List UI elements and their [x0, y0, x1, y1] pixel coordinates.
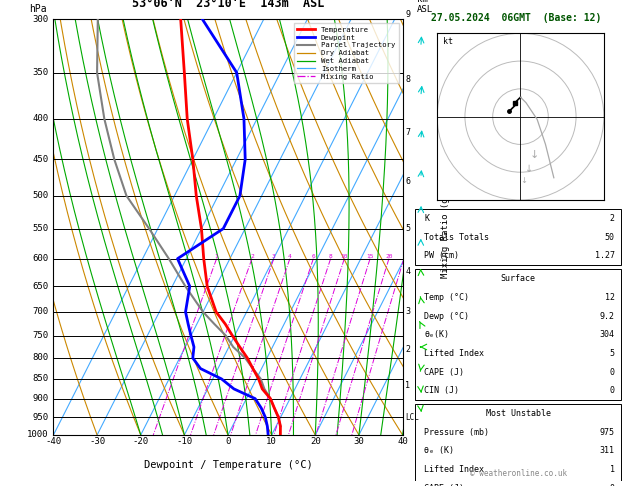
Text: Temp (°C): Temp (°C) [424, 293, 469, 302]
Text: 650: 650 [32, 282, 48, 291]
Text: 40: 40 [397, 437, 408, 446]
Text: 400: 400 [32, 114, 48, 123]
Text: θₑ (K): θₑ (K) [424, 447, 454, 455]
Text: θₑ(K): θₑ(K) [424, 330, 449, 339]
Text: 550: 550 [32, 224, 48, 233]
Bar [415, 209, 621, 265]
Text: 800: 800 [32, 353, 48, 363]
Text: 0: 0 [610, 386, 615, 395]
Text: 20: 20 [310, 437, 321, 446]
Text: 8: 8 [329, 254, 333, 259]
Text: K: K [424, 214, 429, 223]
Text: 1.27: 1.27 [594, 251, 615, 260]
Text: 600: 600 [32, 254, 48, 263]
Text: 950: 950 [32, 413, 48, 422]
Text: 3: 3 [272, 254, 276, 259]
Text: 9.2: 9.2 [599, 312, 615, 321]
Text: PW (cm): PW (cm) [424, 251, 459, 260]
Text: 350: 350 [32, 68, 48, 77]
Text: 53°06'N  23°10'E  143m  ASL: 53°06'N 23°10'E 143m ASL [132, 0, 324, 10]
Text: Surface: Surface [501, 274, 536, 283]
Text: 1000: 1000 [26, 431, 48, 439]
Text: 1: 1 [405, 381, 410, 390]
Text: 2: 2 [405, 345, 410, 354]
Text: -10: -10 [176, 437, 192, 446]
Text: CIN (J): CIN (J) [424, 386, 459, 395]
Text: 6: 6 [405, 177, 410, 186]
Text: -40: -40 [45, 437, 62, 446]
Text: Pressure (mb): Pressure (mb) [424, 428, 489, 437]
Text: 2: 2 [250, 254, 253, 259]
Text: Dewp (°C): Dewp (°C) [424, 312, 469, 321]
Text: 10: 10 [266, 437, 277, 446]
Text: ↓: ↓ [530, 150, 539, 160]
Text: 0: 0 [225, 437, 231, 446]
Text: -30: -30 [89, 437, 105, 446]
Text: 4: 4 [405, 267, 410, 276]
Text: CAPE (J): CAPE (J) [424, 367, 464, 377]
Text: 9: 9 [405, 10, 410, 19]
Text: 27.05.2024  06GMT  (Base: 12): 27.05.2024 06GMT (Base: 12) [431, 13, 601, 23]
Text: 850: 850 [32, 374, 48, 383]
Text: 12: 12 [604, 293, 615, 302]
Text: Lifted Index: Lifted Index [424, 465, 484, 474]
Legend: Temperature, Dewpoint, Parcel Trajectory, Dry Adiabat, Wet Adiabat, Isotherm, Mi: Temperature, Dewpoint, Parcel Trajectory… [294, 23, 399, 84]
Text: 8: 8 [405, 75, 410, 84]
Text: 5: 5 [610, 349, 615, 358]
Text: CAPE (J): CAPE (J) [424, 484, 464, 486]
Text: Totals Totals: Totals Totals [424, 233, 489, 242]
Text: 10: 10 [340, 254, 348, 259]
Text: Mixing Ratio (g/kg): Mixing Ratio (g/kg) [441, 176, 450, 278]
Text: Most Unstable: Most Unstable [486, 409, 551, 418]
Text: hPa: hPa [29, 4, 47, 15]
Text: -20: -20 [133, 437, 149, 446]
Text: 7: 7 [405, 128, 410, 137]
Text: 1: 1 [610, 465, 615, 474]
Text: 0: 0 [610, 484, 615, 486]
Text: 5: 5 [405, 224, 410, 232]
Bar [415, 404, 621, 486]
Text: 300: 300 [32, 15, 48, 24]
Text: 6: 6 [311, 254, 315, 259]
Text: 500: 500 [32, 191, 48, 200]
Text: LCL: LCL [405, 413, 419, 422]
Text: 20: 20 [385, 254, 392, 259]
Text: ↓: ↓ [525, 164, 533, 174]
Text: 750: 750 [32, 331, 48, 340]
Text: 0: 0 [610, 367, 615, 377]
Text: 50: 50 [604, 233, 615, 242]
Text: 700: 700 [32, 307, 48, 316]
Text: 900: 900 [32, 394, 48, 403]
Text: kt: kt [443, 37, 453, 46]
Text: Lifted Index: Lifted Index [424, 349, 484, 358]
Text: km
ASL: km ASL [416, 0, 433, 15]
Text: 450: 450 [32, 155, 48, 164]
Bar [415, 269, 621, 400]
Text: 2: 2 [610, 214, 615, 223]
Text: 311: 311 [599, 447, 615, 455]
Text: 15: 15 [366, 254, 374, 259]
Text: © weatheronline.co.uk: © weatheronline.co.uk [470, 469, 567, 478]
Text: 30: 30 [353, 437, 364, 446]
Text: 3: 3 [405, 307, 410, 316]
Text: 304: 304 [599, 330, 615, 339]
Text: 975: 975 [599, 428, 615, 437]
Text: 1: 1 [214, 254, 218, 259]
Text: 4: 4 [288, 254, 292, 259]
Text: Dewpoint / Temperature (°C): Dewpoint / Temperature (°C) [143, 460, 313, 470]
Text: ↓: ↓ [520, 176, 526, 185]
